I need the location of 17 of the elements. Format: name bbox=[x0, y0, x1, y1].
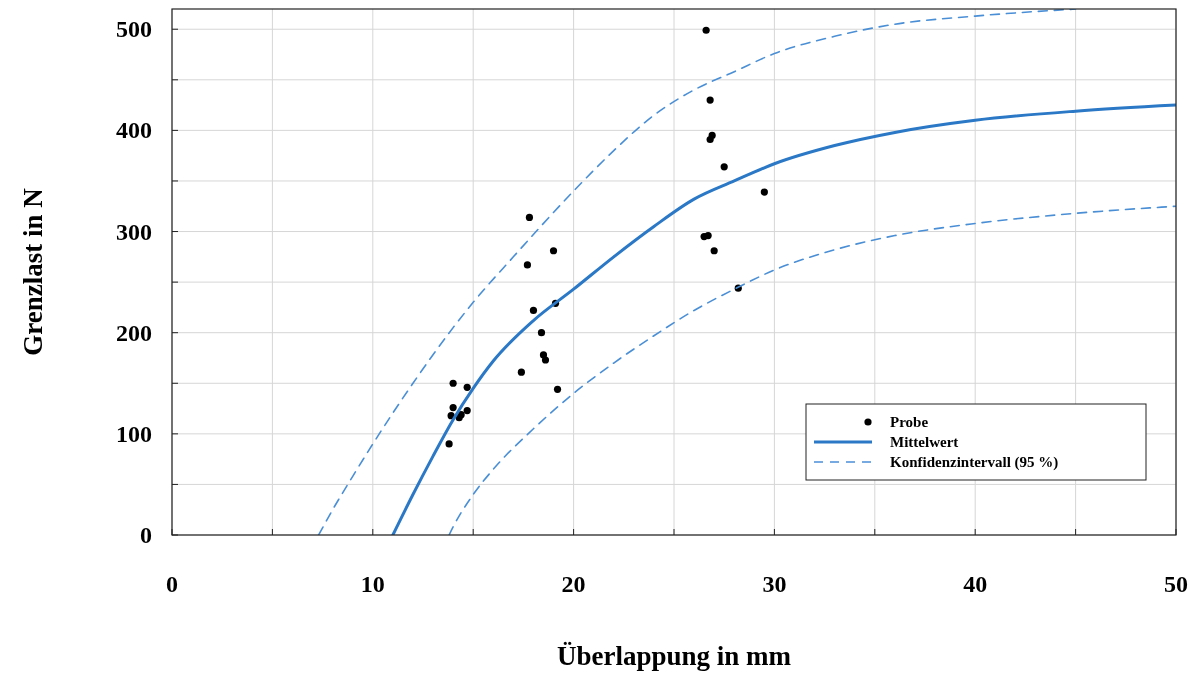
x-tick-label: 50 bbox=[1164, 571, 1188, 597]
x-tick-label: 40 bbox=[963, 571, 988, 597]
y-tick-label: 300 bbox=[116, 218, 152, 245]
legend-label: Mittelwert bbox=[890, 434, 959, 450]
x-tick-label: 10 bbox=[360, 571, 385, 597]
x-tick-label: 30 bbox=[762, 571, 787, 597]
legend-label: Konfidenzintervall (95 %) bbox=[890, 454, 1059, 471]
x-axis-title: Überlappung in mm bbox=[556, 641, 792, 671]
y-tick-label: 400 bbox=[116, 117, 152, 144]
x-tick-label: 0 bbox=[166, 571, 178, 597]
legend-label: Probe bbox=[890, 414, 929, 430]
y-axis-title: Grenzlast in N bbox=[18, 187, 48, 356]
y-tick-label: 0 bbox=[140, 522, 152, 548]
x-tick-label: 20 bbox=[561, 571, 586, 597]
y-tick-label: 500 bbox=[116, 16, 152, 43]
y-tick-label: 100 bbox=[116, 420, 152, 447]
y-tick-label: 200 bbox=[116, 319, 152, 346]
